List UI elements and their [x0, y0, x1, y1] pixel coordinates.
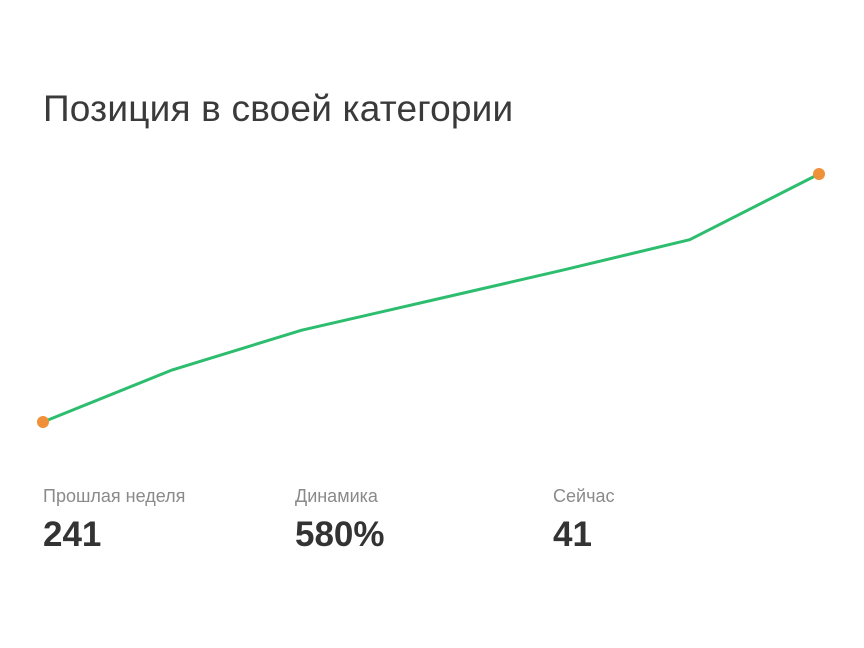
stat-dynamics-label: Динамика — [295, 486, 378, 506]
stat-dynamics-value: 580% — [295, 515, 385, 554]
series-line — [41, 172, 821, 424]
stat-previous-week: Прошлая неделя 241 — [43, 486, 185, 555]
stat-dynamics: Динамика 580% — [295, 486, 385, 555]
start-point-marker — [37, 416, 49, 428]
stat-current-value: 41 — [553, 515, 592, 554]
stat-current: Сейчас 41 — [553, 486, 614, 555]
stat-previous-week-label: Прошлая неделя — [43, 486, 186, 506]
stat-current-label: Сейчас — [553, 486, 615, 506]
end-point-marker — [813, 168, 825, 180]
stat-previous-week-value: 241 — [43, 515, 102, 554]
chart-title: Позиция в своей категории — [43, 88, 514, 129]
